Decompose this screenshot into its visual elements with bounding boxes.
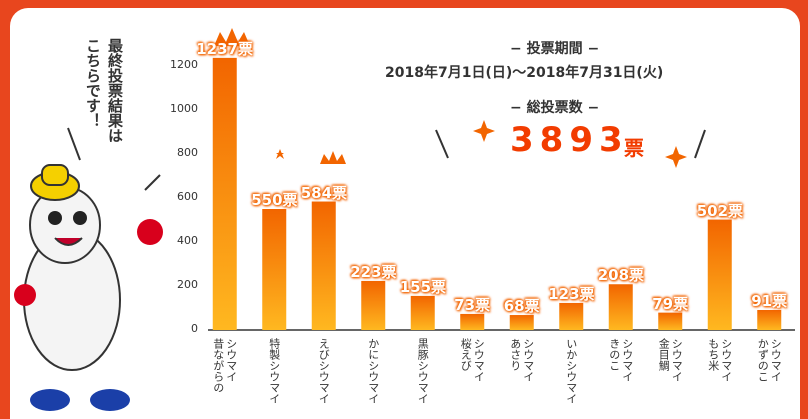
y-tick-label: 0 — [158, 322, 198, 335]
bar — [559, 303, 583, 330]
value-label: 73票 — [454, 294, 490, 315]
bar — [460, 314, 484, 330]
value-label: 123票 — [548, 283, 594, 304]
bar — [757, 310, 781, 330]
y-tick-label: 200 — [158, 278, 198, 291]
x-tick-label: かずのこ シウマイ — [756, 338, 782, 382]
x-tick-label: きのこ シウマイ — [608, 338, 634, 382]
y-tick-label: 1000 — [158, 102, 198, 115]
x-tick-label: かにシウマイ — [367, 338, 380, 404]
y-tick-label: 400 — [158, 234, 198, 247]
value-label: 550票 — [251, 189, 297, 210]
mascot — [14, 128, 163, 411]
x-tick-label: いかシウマイ — [565, 338, 578, 404]
value-label: 68票 — [504, 295, 540, 316]
x-tick-label: 金目鯛 シウマイ — [657, 338, 683, 382]
value-label: 208票 — [598, 264, 644, 285]
value-label: 155票 — [400, 276, 446, 297]
period-heading: − 投票期間 − — [510, 38, 599, 58]
bar — [510, 315, 534, 330]
bar — [411, 296, 435, 330]
x-tick-label: 黒豚シウマイ — [416, 338, 429, 404]
total: 3893 — [510, 120, 629, 160]
x-tick-label: えびシウマイ — [317, 338, 330, 404]
value-label: 223票 — [350, 261, 396, 282]
x-tick-label: 特製シウマイ — [268, 338, 281, 404]
bar — [708, 220, 732, 330]
y-tick-label: 600 — [158, 190, 198, 203]
total-heading: − 総投票数 − — [510, 97, 599, 117]
value-label: 584票 — [301, 182, 347, 203]
value-label: 502票 — [697, 200, 743, 221]
bar — [213, 58, 237, 330]
bar — [658, 313, 682, 330]
message: 最終投票結果は こちらです！ — [82, 38, 126, 143]
bar — [609, 284, 633, 330]
y-tick-label: 800 — [158, 146, 198, 159]
value-label: 91票 — [751, 290, 787, 311]
x-tick-label: もち米 シウマイ — [707, 338, 733, 382]
period: 2018年7月1日(日)〜2018年7月31日(火) — [385, 62, 663, 82]
x-tick-label: 昔ながらの シウマイ — [212, 338, 238, 393]
bar — [312, 202, 336, 330]
total-unit: 票 — [624, 132, 644, 161]
bar — [262, 209, 286, 330]
bar — [361, 281, 385, 330]
x-tick-label: あさり シウマイ — [509, 338, 535, 382]
value-label: 79票 — [652, 293, 688, 314]
screen: 最終投票結果は こちらです！ − 投票期間 − 2018年7月1日(日)〜201… — [0, 0, 808, 419]
value-label: 1237票 — [196, 38, 253, 59]
x-tick-label: 桜えび シウマイ — [459, 338, 485, 382]
y-tick-label: 1200 — [158, 58, 198, 71]
